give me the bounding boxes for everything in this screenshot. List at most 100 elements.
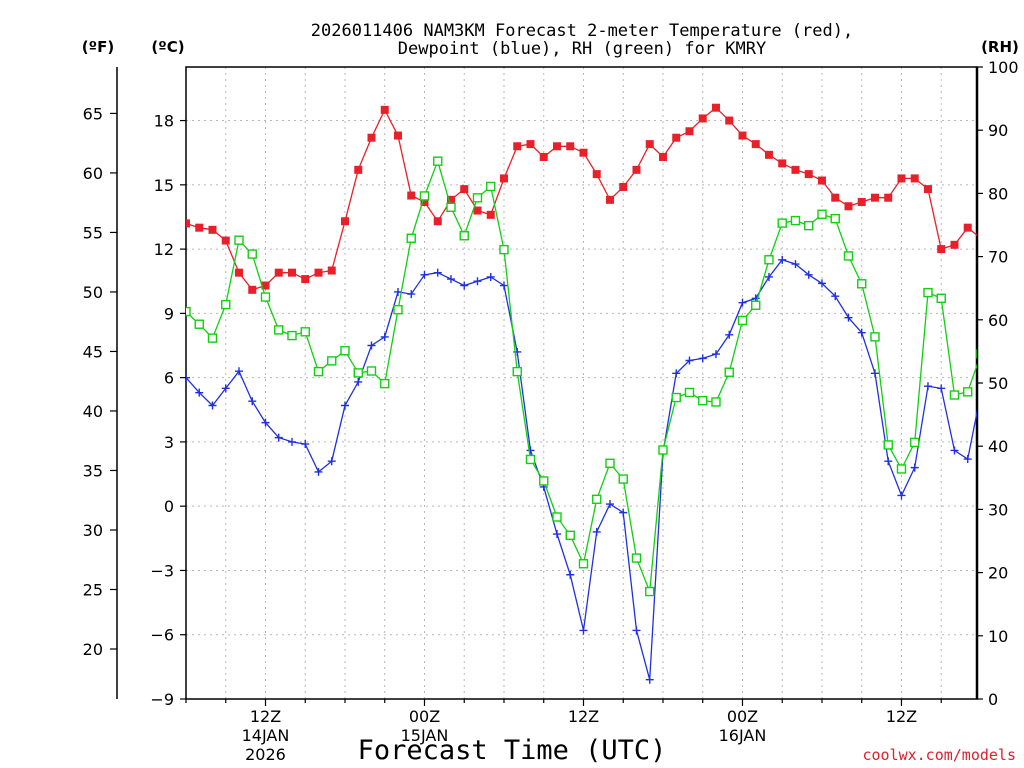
temperature-point xyxy=(804,170,813,179)
temperature-point xyxy=(592,170,601,179)
dewpoint-point xyxy=(897,491,906,500)
rh-point xyxy=(472,193,483,203)
temperature-point xyxy=(552,142,561,151)
rh-point xyxy=(186,306,191,317)
rh-point xyxy=(923,287,933,298)
temperature-point xyxy=(407,191,416,200)
rh-point xyxy=(380,378,390,389)
celsius-tick-label: −6 xyxy=(150,626,174,645)
rh-point xyxy=(910,437,920,448)
dewpoint-point xyxy=(287,437,296,446)
fahrenheit-unit-label: (ºF) xyxy=(82,38,114,56)
temperature-point xyxy=(221,236,230,245)
credit-text: coolwx.com/models xyxy=(862,746,1016,764)
rh-tick-label: 70 xyxy=(988,248,1008,267)
rh-point xyxy=(260,292,271,302)
temperature-point xyxy=(261,281,270,290)
celsius-tick-label: −9 xyxy=(150,690,174,709)
dewpoint-point xyxy=(764,272,773,281)
rh-point xyxy=(737,315,748,326)
temperature-point xyxy=(870,193,879,202)
rh-point xyxy=(446,202,456,213)
temperature-point xyxy=(884,193,893,202)
rh-point xyxy=(340,346,350,356)
temperature-point xyxy=(566,142,575,151)
fahrenheit-tick-label: 25 xyxy=(83,581,103,600)
temperature-point xyxy=(186,219,190,228)
fahrenheit-tick-label: 30 xyxy=(83,521,103,540)
rh-unit-label: (RH) xyxy=(981,38,1019,56)
rh-point xyxy=(631,553,642,563)
temperature-point xyxy=(778,159,787,168)
dewpoint-point xyxy=(632,626,641,635)
fahrenheit-tick-label: 65 xyxy=(83,104,103,123)
rh-point xyxy=(552,512,562,522)
temperature-point xyxy=(923,185,932,194)
x-tick-year: 2026 xyxy=(245,745,286,764)
x-tick-label: 12Z xyxy=(886,707,917,726)
temperature-point xyxy=(367,133,376,142)
temperature-point xyxy=(301,275,310,284)
dewpoint-point xyxy=(566,570,575,579)
temperature-point xyxy=(632,165,641,174)
temperature-point xyxy=(976,234,977,243)
temperature-point xyxy=(234,268,243,277)
temperature-point xyxy=(963,223,972,232)
rh-point xyxy=(804,220,814,231)
dewpoint-point xyxy=(619,508,628,517)
rh-point xyxy=(857,279,867,289)
dewpoint-point xyxy=(195,388,204,397)
dewpoint-point xyxy=(738,298,747,307)
dewpoint-point xyxy=(870,369,879,378)
celsius-tick-label: −3 xyxy=(150,561,174,580)
temperature-point xyxy=(817,176,826,185)
rh-point xyxy=(698,395,708,406)
rh-point xyxy=(578,559,589,569)
temperature-point xyxy=(672,133,681,142)
temperature-point xyxy=(764,150,773,159)
series-0 xyxy=(186,103,977,294)
x-tick-label: 00Z xyxy=(727,707,758,726)
rh-point xyxy=(671,392,681,403)
fahrenheit-tick-label: 35 xyxy=(83,461,103,480)
celsius-tick-label: 6 xyxy=(164,369,174,388)
temperature-point xyxy=(248,285,257,294)
rh-point xyxy=(539,476,549,486)
dewpoint-point xyxy=(910,463,919,472)
fahrenheit-tick-label: 20 xyxy=(83,640,103,659)
rh-point xyxy=(512,366,522,377)
temperature-point xyxy=(287,268,296,277)
dewpoint-point xyxy=(857,328,866,337)
temperature-point xyxy=(499,174,508,183)
temperature-point xyxy=(380,105,389,114)
fahrenheit-tick-label: 60 xyxy=(83,164,103,183)
dewpoint-point xyxy=(208,401,217,410)
x-tick-date: 14JAN xyxy=(242,726,290,745)
rh-point xyxy=(353,368,363,378)
rh-tick-label: 0 xyxy=(988,690,998,709)
dewpoint-point xyxy=(526,446,535,455)
dewpoint-point xyxy=(937,384,946,393)
dewpoint-point xyxy=(274,433,283,442)
rh-point xyxy=(764,255,774,265)
temperature-point xyxy=(539,152,548,161)
temperature-point xyxy=(460,185,469,194)
dewpoint-point xyxy=(778,255,787,264)
rh-point xyxy=(883,440,893,450)
temperature-point xyxy=(526,140,535,149)
rh-point xyxy=(234,235,244,245)
rh-point xyxy=(645,586,655,597)
temperature-point xyxy=(513,142,522,151)
temperature-point xyxy=(791,165,800,174)
rh-point xyxy=(194,319,204,329)
dewpoint-point xyxy=(725,330,734,339)
temperature-point xyxy=(844,202,853,211)
rh-point xyxy=(896,464,907,474)
rh-point xyxy=(870,332,880,342)
temperature-point xyxy=(711,103,720,112)
rh-tick-label: 20 xyxy=(988,564,1008,583)
rh-point xyxy=(949,390,960,400)
dewpoint-point xyxy=(367,341,376,350)
